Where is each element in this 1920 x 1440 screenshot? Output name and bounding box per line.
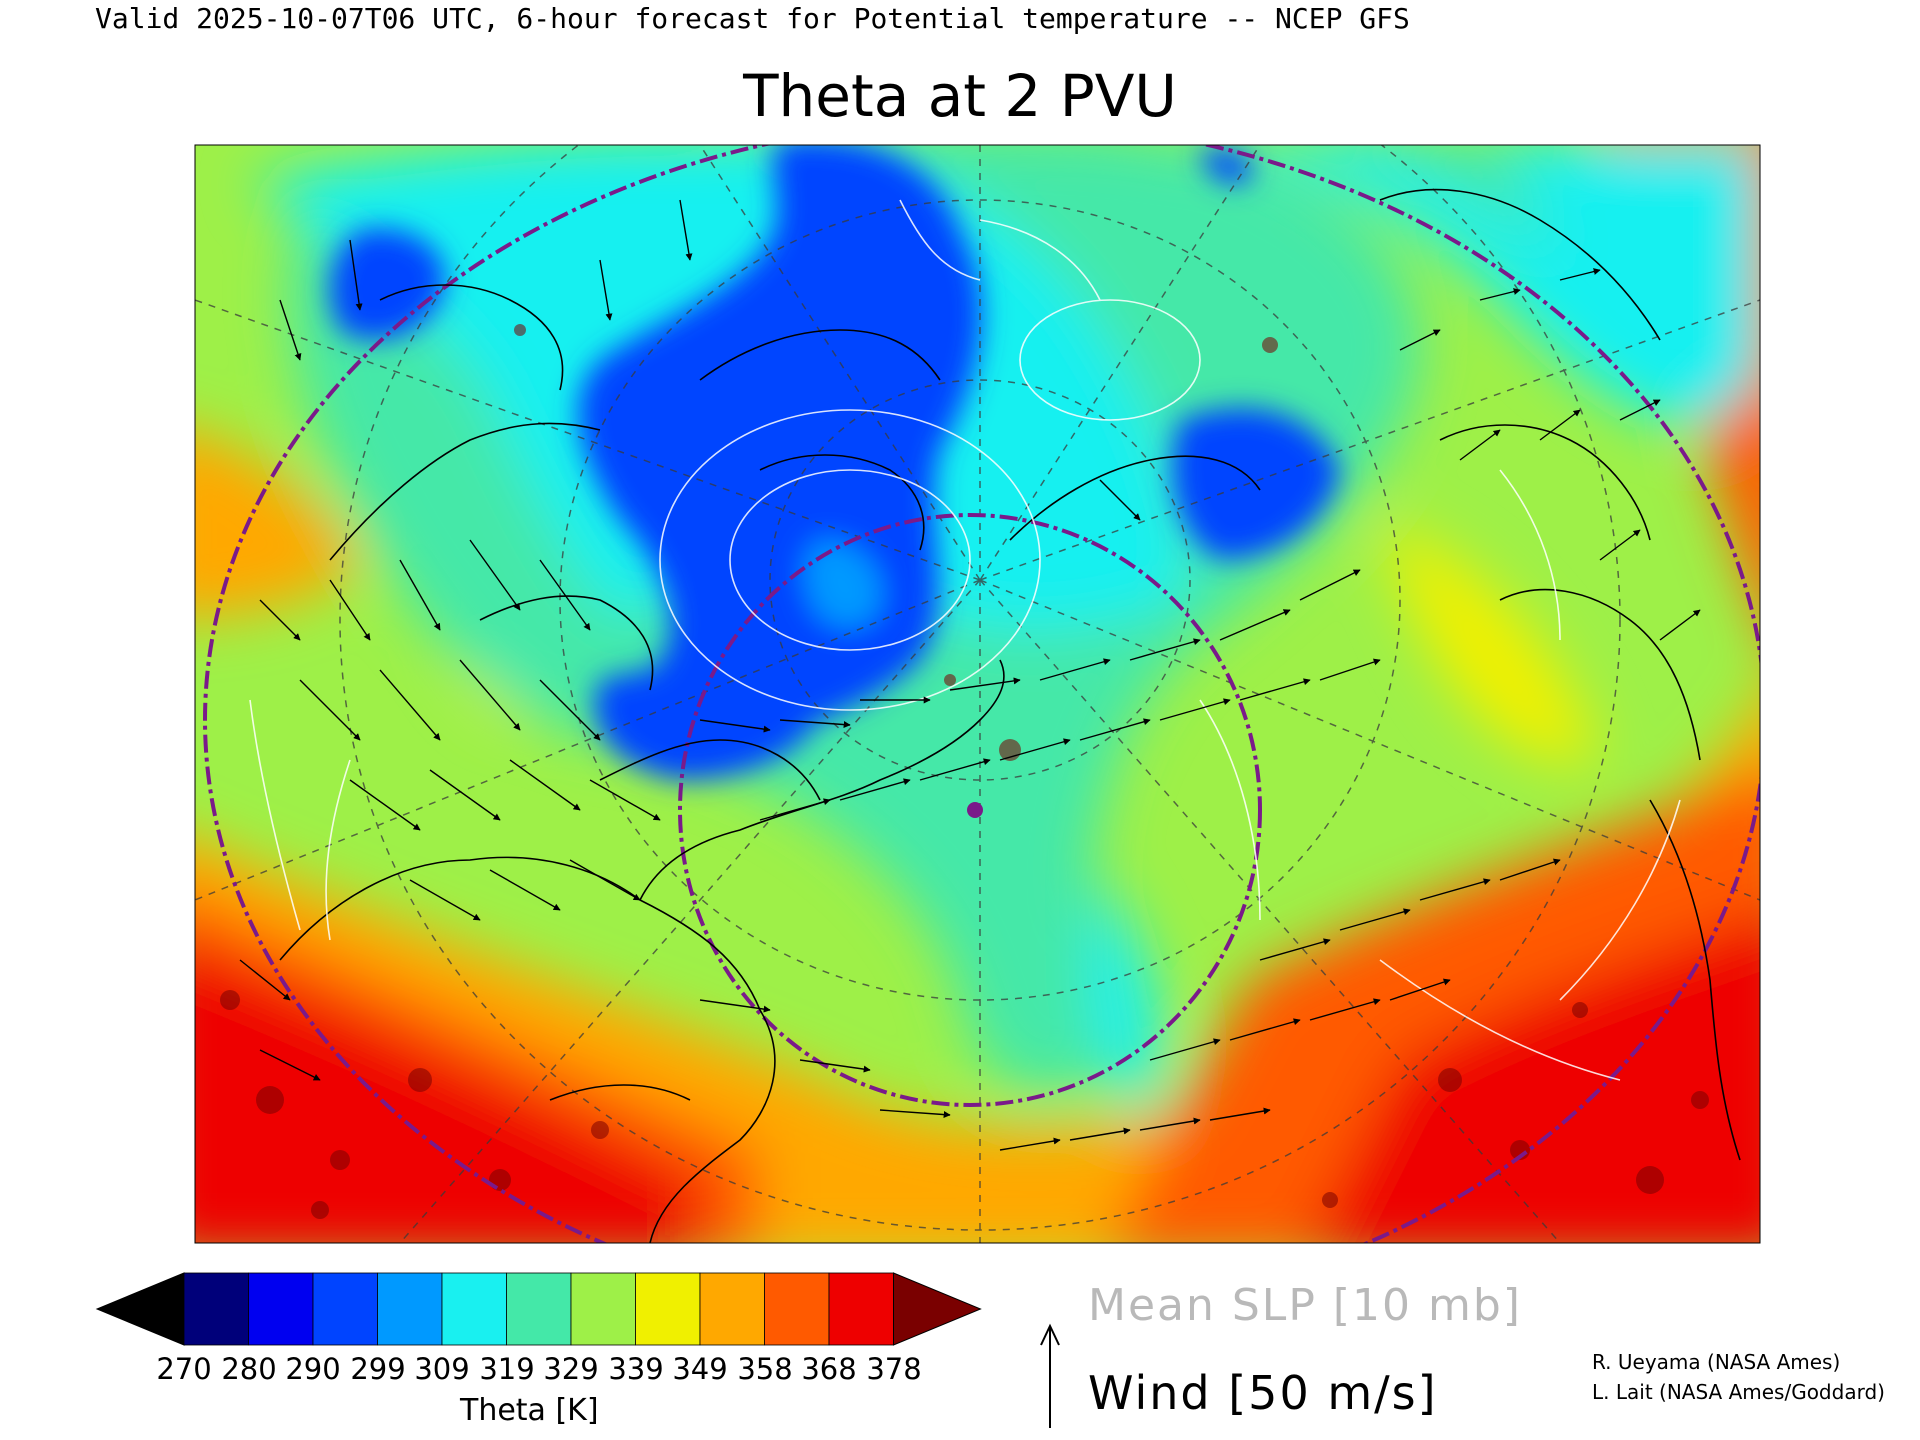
- forecast-header: Valid 2025-10-07T06 UTC, 6-hour forecast…: [95, 2, 1410, 35]
- colorbar-tick: 378: [866, 1352, 922, 1386]
- colorbar-low-arrow: [95, 1272, 185, 1346]
- slp-legend: Mean SLP [10 mb]: [1088, 1280, 1522, 1331]
- wind-legend: Wind [50 m/s]: [1088, 1366, 1438, 1420]
- colorbar-tick: 339: [608, 1352, 664, 1386]
- colorbar-swatch: [377, 1272, 443, 1346]
- colorbar-tick: 358: [737, 1352, 793, 1386]
- colorbar-tick: 290: [285, 1352, 341, 1386]
- colorbar-swatch: [828, 1272, 894, 1346]
- colorbar-tick: 329: [543, 1352, 599, 1386]
- colorbar-swatch: [183, 1272, 249, 1346]
- point-marker: [967, 802, 983, 818]
- warm-speckles: [220, 324, 1709, 1219]
- credit-line: R. Ueyama (NASA Ames): [1592, 1350, 1841, 1374]
- coastlines: [279, 188, 1741, 1243]
- colorbar-tick: 299: [350, 1352, 406, 1386]
- colorbar-swatch: [506, 1272, 572, 1346]
- colorbar-tick-labels: 270 280 290 299 309 319 329 339 349 358 …: [0, 1352, 1920, 1392]
- colorbar-tick: 368: [801, 1352, 857, 1386]
- colorbar-swatch: [312, 1272, 378, 1346]
- colorbar-swatch: [570, 1272, 636, 1346]
- colorbar-swatch: [441, 1272, 507, 1346]
- plot-area: [195, 145, 1760, 1243]
- colorbar-title: Theta [K]: [460, 1393, 599, 1428]
- colorbar-swatch: [248, 1272, 314, 1346]
- polar-circles: [203, 145, 1760, 1243]
- colorbar-swatch: [635, 1272, 701, 1346]
- colorbar-swatch: [764, 1272, 830, 1346]
- colorbar-tick: 349: [672, 1352, 728, 1386]
- colorbar-tick: 309: [414, 1352, 470, 1386]
- colorbar-tick: 280: [221, 1352, 277, 1386]
- colorbar-tick: 270: [156, 1352, 212, 1386]
- wind-vectors: [239, 199, 1701, 1151]
- colorbar-high-arrow: [893, 1272, 982, 1346]
- map-title: Theta at 2 PVU: [743, 62, 1177, 130]
- colorbar: [95, 1272, 982, 1346]
- wind-reference-arrow: [1040, 1323, 1060, 1428]
- credit-line: L. Lait (NASA Ames/Goddard): [1592, 1380, 1885, 1404]
- low-theta-core: [329, 145, 1340, 780]
- colorbar-tick: 319: [479, 1352, 535, 1386]
- plot-frame: [194, 144, 1761, 1244]
- graticule: [195, 145, 1760, 1243]
- slp-contours: [249, 199, 1681, 1081]
- colorbar-swatch: [699, 1272, 765, 1346]
